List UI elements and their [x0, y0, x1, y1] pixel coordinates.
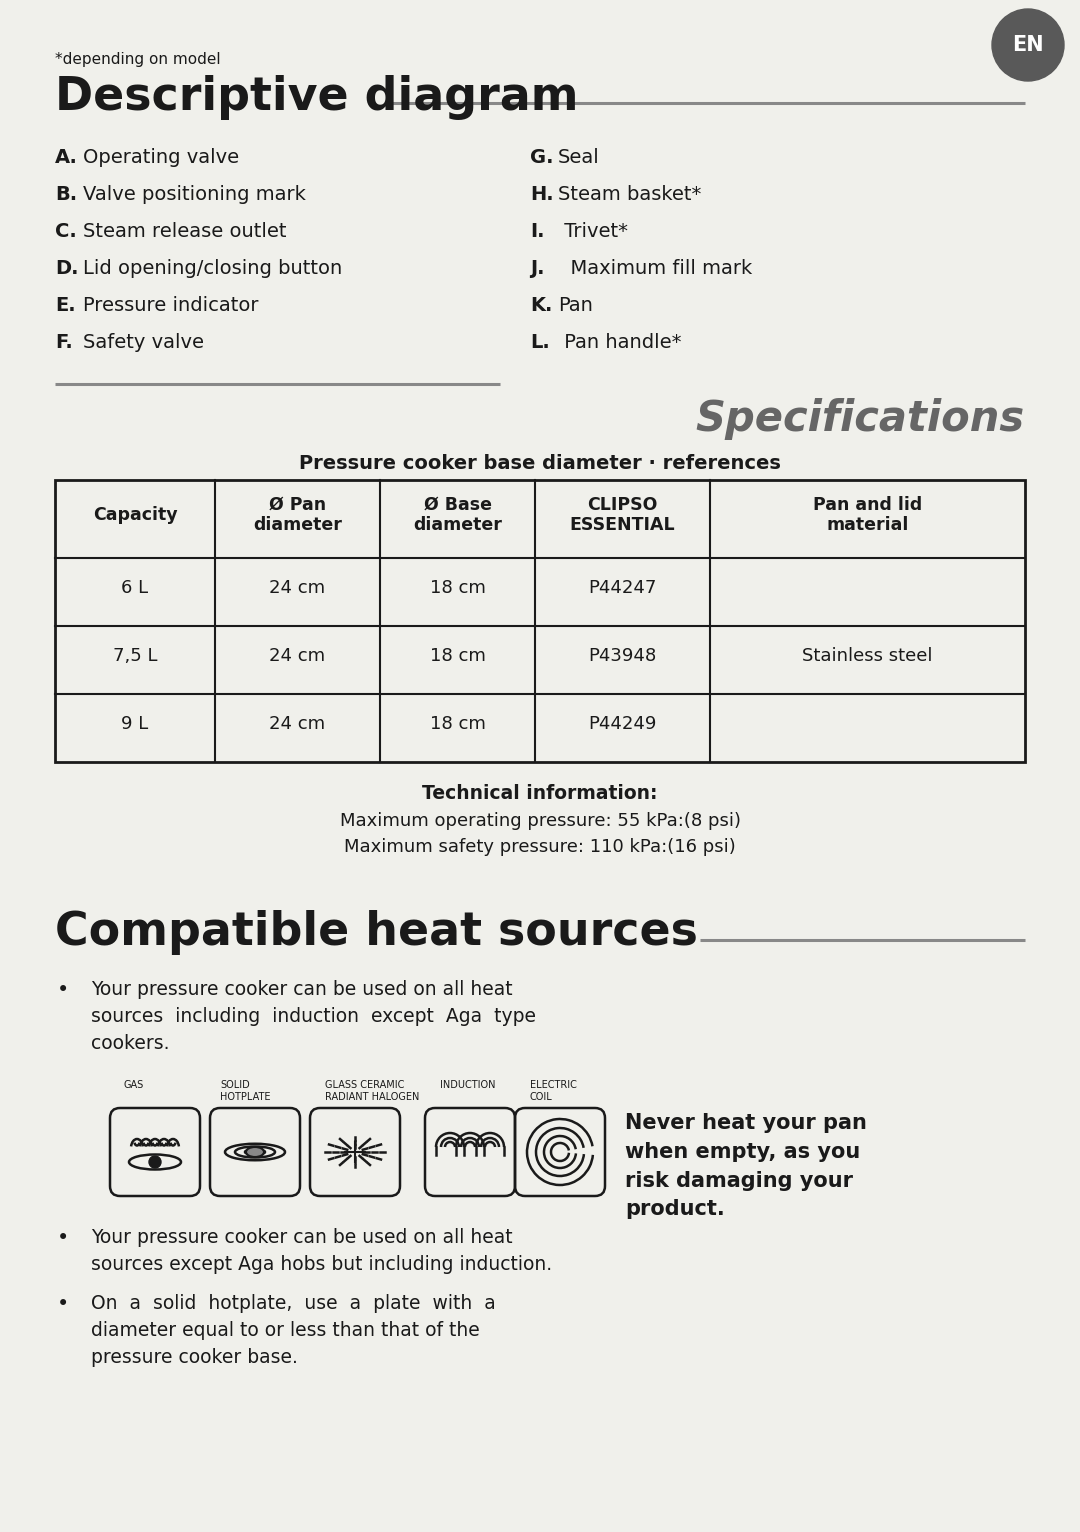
- Text: Maximum operating pressure: 55 kPa:(8 psi): Maximum operating pressure: 55 kPa:(8 ps…: [339, 812, 741, 830]
- Text: Ø Base
diameter: Ø Base diameter: [413, 495, 502, 535]
- Ellipse shape: [246, 1147, 264, 1157]
- Text: 18 cm: 18 cm: [430, 647, 485, 665]
- Text: P44247: P44247: [589, 579, 657, 597]
- Text: *depending on model: *depending on model: [55, 52, 220, 67]
- Text: pressure cooker base.: pressure cooker base.: [91, 1348, 298, 1367]
- Circle shape: [149, 1157, 161, 1167]
- Text: Lid opening/closing button: Lid opening/closing button: [83, 259, 342, 277]
- Text: F.: F.: [55, 332, 72, 352]
- Text: 6 L: 6 L: [121, 579, 149, 597]
- Text: Ø Pan
diameter: Ø Pan diameter: [253, 495, 342, 535]
- Text: D.: D.: [55, 259, 79, 277]
- Text: GLASS CERAMIC
RADIANT HALOGEN: GLASS CERAMIC RADIANT HALOGEN: [325, 1080, 419, 1102]
- Text: C.: C.: [55, 222, 77, 241]
- Text: 3: 3: [1011, 52, 1025, 72]
- Text: diameter equal to or less than that of the: diameter equal to or less than that of t…: [91, 1321, 480, 1340]
- Bar: [55, 480, 1025, 761]
- Text: Pan handle*: Pan handle*: [558, 332, 681, 352]
- Text: Your pressure cooker can be used on all heat: Your pressure cooker can be used on all …: [91, 980, 513, 999]
- Text: H.: H.: [530, 185, 554, 204]
- Text: Technical information:: Technical information:: [422, 784, 658, 803]
- Text: Capacity: Capacity: [93, 506, 177, 524]
- Text: Descriptive diagram: Descriptive diagram: [55, 75, 579, 119]
- Text: Pan: Pan: [558, 296, 593, 316]
- Text: B.: B.: [55, 185, 77, 204]
- Text: Trivet*: Trivet*: [558, 222, 627, 241]
- Text: Steam basket*: Steam basket*: [558, 185, 701, 204]
- Text: Seal: Seal: [558, 149, 599, 167]
- Text: A.: A.: [55, 149, 78, 167]
- Text: 24 cm: 24 cm: [269, 715, 325, 732]
- Text: Operating valve: Operating valve: [83, 149, 239, 167]
- Text: cookers.: cookers.: [91, 1034, 170, 1052]
- Text: •: •: [57, 1295, 69, 1314]
- Text: P44249: P44249: [589, 715, 657, 732]
- Text: Pressure cooker base diameter · references: Pressure cooker base diameter · referenc…: [299, 453, 781, 473]
- Text: Never heat your pan
when empty, as you
risk damaging your
product.: Never heat your pan when empty, as you r…: [625, 1114, 867, 1219]
- Text: 24 cm: 24 cm: [269, 579, 325, 597]
- Text: CLIPSO
ESSENTIAL: CLIPSO ESSENTIAL: [569, 495, 675, 535]
- Text: Safety valve: Safety valve: [83, 332, 204, 352]
- Text: Maximum safety pressure: 110 kPa:(16 psi): Maximum safety pressure: 110 kPa:(16 psi…: [345, 838, 735, 856]
- Text: G.: G.: [530, 149, 554, 167]
- Text: 7,5 L: 7,5 L: [112, 647, 158, 665]
- Text: SOLID
HOTPLATE: SOLID HOTPLATE: [220, 1080, 270, 1102]
- Text: 18 cm: 18 cm: [430, 579, 485, 597]
- Text: On  a  solid  hotplate,  use  a  plate  with  a: On a solid hotplate, use a plate with a: [91, 1295, 496, 1313]
- Text: P43948: P43948: [589, 647, 657, 665]
- Text: GAS: GAS: [123, 1080, 144, 1089]
- Text: 9 L: 9 L: [121, 715, 149, 732]
- Text: •: •: [57, 980, 69, 1000]
- Text: J.: J.: [530, 259, 544, 277]
- Text: K.: K.: [530, 296, 552, 316]
- Text: ELECTRIC
COIL: ELECTRIC COIL: [530, 1080, 577, 1102]
- Text: I.: I.: [530, 222, 544, 241]
- Text: EN: EN: [1012, 35, 1043, 55]
- Text: Steam release outlet: Steam release outlet: [83, 222, 286, 241]
- Text: Compatible heat sources: Compatible heat sources: [55, 910, 698, 954]
- Text: 18 cm: 18 cm: [430, 715, 485, 732]
- Text: Your pressure cooker can be used on all heat: Your pressure cooker can be used on all …: [91, 1229, 513, 1247]
- Text: Pressure indicator: Pressure indicator: [83, 296, 258, 316]
- Text: L.: L.: [530, 332, 550, 352]
- Text: •: •: [57, 1229, 69, 1249]
- Circle shape: [993, 9, 1064, 81]
- Text: E.: E.: [55, 296, 76, 316]
- Text: sources  including  induction  except  Aga  type: sources including induction except Aga t…: [91, 1007, 536, 1026]
- Text: Specifications: Specifications: [696, 398, 1025, 440]
- Text: Pan and lid
material: Pan and lid material: [813, 495, 922, 535]
- Text: Maximum fill mark: Maximum fill mark: [558, 259, 753, 277]
- Text: Stainless steel: Stainless steel: [802, 647, 933, 665]
- Text: Valve positioning mark: Valve positioning mark: [83, 185, 306, 204]
- Text: 24 cm: 24 cm: [269, 647, 325, 665]
- Text: sources except Aga hobs but including induction.: sources except Aga hobs but including in…: [91, 1255, 552, 1275]
- Text: INDUCTION: INDUCTION: [440, 1080, 496, 1089]
